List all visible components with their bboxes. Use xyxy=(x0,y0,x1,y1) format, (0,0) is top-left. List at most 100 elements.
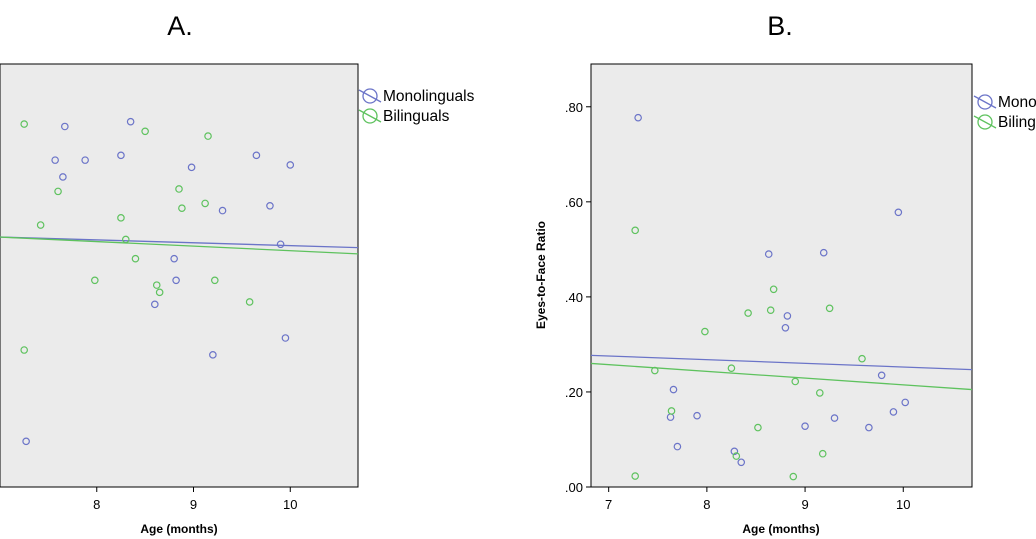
x-tick-label: 10 xyxy=(896,497,910,512)
panel-a-legend: Monolinguals Bilinguals xyxy=(358,88,475,125)
legend-marker xyxy=(977,94,993,110)
data-point-bilinguals xyxy=(20,120,28,128)
x-tick: 10 xyxy=(896,487,910,512)
data-point-monolinguals xyxy=(819,248,828,257)
data-point-monolinguals xyxy=(286,161,295,169)
legend-marker xyxy=(362,88,378,104)
data-point-bilinguals xyxy=(117,214,125,222)
legend-label: Monolinguals xyxy=(998,94,1036,111)
data-point-monolinguals xyxy=(801,422,809,430)
data-point-bilinguals xyxy=(152,281,161,289)
data-point-bilinguals xyxy=(201,199,209,208)
panel-b-title: B. xyxy=(767,11,793,41)
panel-b-chart: B. 7 8 9 10 .00 .20 .40 .60 .80 Age (months) Ey… xyxy=(534,11,1036,536)
y-tick: .20 xyxy=(565,385,591,400)
data-point-bilinguals xyxy=(245,298,254,306)
y-tick: .40 xyxy=(565,290,591,305)
panel-a-plot-area xyxy=(0,63,359,488)
panel-b-y-axis-label: Eyes-to-Face Ratio xyxy=(534,221,548,329)
legend-line xyxy=(973,95,997,109)
x-tick: 8 xyxy=(93,487,100,512)
y-tick-label: .80 xyxy=(565,100,583,115)
data-point-bilinguals xyxy=(744,309,752,317)
data-point-bilinguals xyxy=(131,254,140,263)
x-tick: 7 xyxy=(605,487,612,512)
data-point-bilinguals xyxy=(175,185,183,193)
x-tick: 9 xyxy=(190,487,197,512)
legend-line xyxy=(973,115,997,129)
data-point-monolinguals xyxy=(187,163,196,172)
data-point-bilinguals xyxy=(667,407,676,415)
data-point-bilinguals xyxy=(754,423,762,432)
data-point-monolinguals xyxy=(81,156,89,164)
data-point-monolinguals xyxy=(117,151,125,160)
data-point-monolinguals xyxy=(170,254,178,263)
data-point-bilinguals xyxy=(178,204,186,213)
y-tick: .80 xyxy=(565,100,591,115)
legend-marker xyxy=(362,108,378,124)
y-tick-label: .60 xyxy=(565,195,583,210)
y-tick: .00 xyxy=(565,480,591,495)
data-point-monolinguals xyxy=(172,276,180,285)
data-point-bilinguals xyxy=(815,389,824,397)
panel-b-legend: Monolinguals Bilinguals xyxy=(973,94,1036,131)
data-point-bilinguals xyxy=(769,285,778,294)
data-point-monolinguals xyxy=(22,437,30,446)
data-point-bilinguals xyxy=(732,452,741,460)
data-point-monolinguals xyxy=(218,206,227,215)
panel-a-data-points xyxy=(20,117,295,446)
fit-line-monolinguals xyxy=(0,236,359,249)
x-tick-label: 10 xyxy=(283,497,297,512)
data-point-bilinguals xyxy=(54,187,62,196)
panel-b-y-ticks: .00 .20 .40 .60 .80 xyxy=(565,100,591,495)
data-point-bilinguals xyxy=(204,132,212,140)
data-point-bilinguals xyxy=(155,288,164,297)
data-point-bilinguals xyxy=(36,221,45,229)
panel-a-x-axis-label: Age (months) xyxy=(140,522,217,536)
data-point-monolinguals xyxy=(783,312,792,320)
data-point-monolinguals xyxy=(673,442,682,451)
legend-item-monolinguals: Monolinguals xyxy=(973,94,1036,111)
legend-label: Monolinguals xyxy=(383,88,475,105)
data-point-monolinguals xyxy=(634,113,642,122)
legend-item-monolinguals: Monolinguals xyxy=(358,88,475,105)
x-tick: 9 xyxy=(801,487,809,512)
panel-a-x-ticks: 8 9 10 xyxy=(93,487,298,512)
data-point-monolinguals xyxy=(764,250,773,258)
data-point-bilinguals xyxy=(631,226,639,235)
panel-b-plot-area xyxy=(590,63,973,488)
data-point-bilinguals xyxy=(858,354,866,363)
x-tick-label: 9 xyxy=(801,497,808,512)
data-point-monolinguals xyxy=(266,202,274,210)
panel-a-chart: A. 8 9 10 Age (months) Monolinguals Bilingu… xyxy=(0,11,475,536)
data-point-monolinguals xyxy=(126,117,135,126)
data-point-monolinguals xyxy=(830,414,839,422)
fit-line-bilinguals xyxy=(0,236,359,255)
x-tick-label: 8 xyxy=(703,497,710,512)
data-point-bilinguals xyxy=(631,472,639,480)
data-point-bilinguals xyxy=(766,306,775,314)
data-point-monolinguals xyxy=(276,240,285,249)
data-point-bilinguals xyxy=(818,449,827,458)
data-point-monolinguals xyxy=(51,156,59,164)
panel-a-fit-lines xyxy=(0,236,359,255)
data-point-monolinguals xyxy=(889,408,898,416)
data-point-monolinguals xyxy=(59,173,67,181)
data-point-bilinguals xyxy=(727,364,736,372)
y-tick: .60 xyxy=(565,195,591,210)
data-point-bilinguals xyxy=(211,276,219,285)
data-point-bilinguals xyxy=(91,276,99,285)
data-point-bilinguals xyxy=(141,127,149,136)
data-point-bilinguals xyxy=(651,366,659,375)
data-point-monolinguals xyxy=(894,208,903,217)
panel-b-data-points xyxy=(631,113,910,481)
x-tick-label: 8 xyxy=(93,497,100,512)
y-tick-label: .00 xyxy=(565,480,583,495)
data-point-monolinguals xyxy=(61,122,69,131)
data-point-monolinguals xyxy=(693,411,701,420)
data-point-bilinguals xyxy=(791,377,800,386)
data-point-monolinguals xyxy=(737,458,746,467)
data-point-bilinguals xyxy=(121,235,130,244)
data-point-bilinguals xyxy=(20,346,28,354)
